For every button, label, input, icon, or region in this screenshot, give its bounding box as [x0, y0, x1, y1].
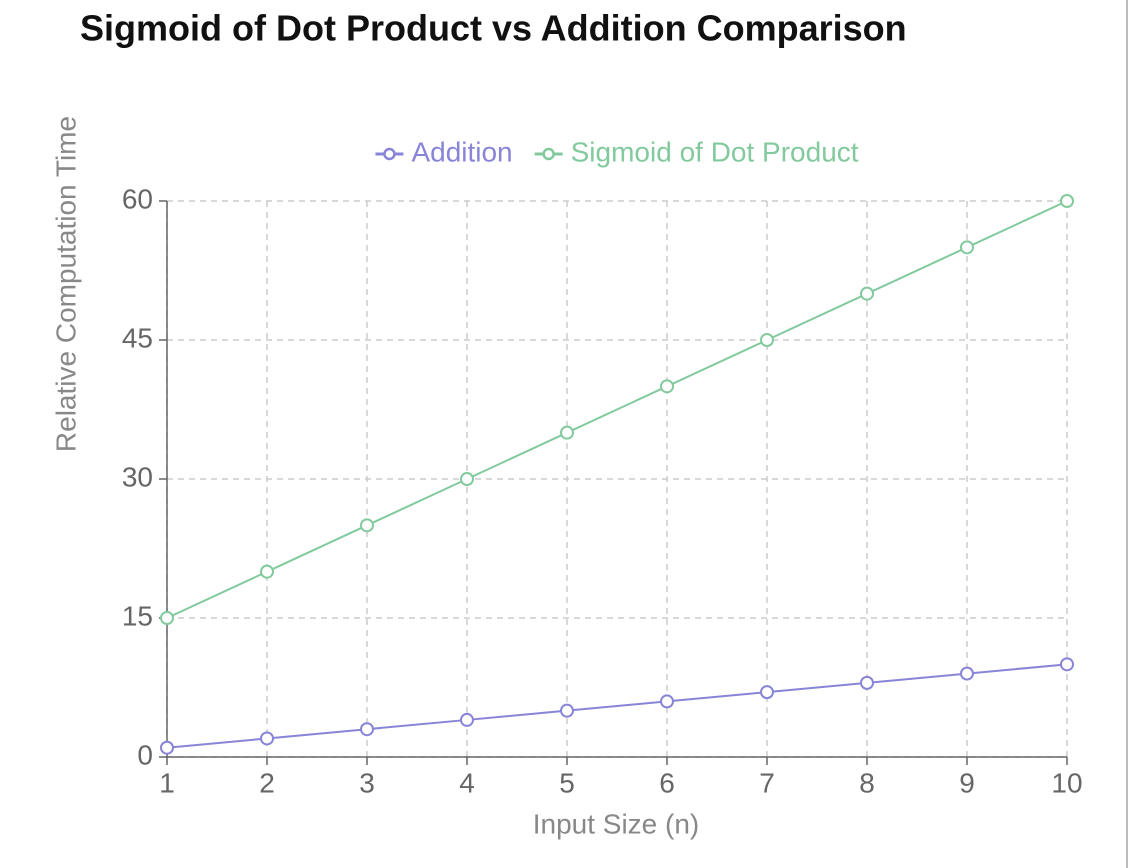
- legend-swatch-marker: [542, 147, 555, 161]
- data-point: [860, 286, 874, 301]
- legend-swatch-marker: [383, 147, 396, 161]
- data-point: [260, 731, 274, 746]
- data-point: [360, 722, 374, 737]
- x-tick-label: 7: [759, 767, 775, 798]
- x-tick-label: 4: [459, 767, 475, 798]
- data-point: [260, 564, 274, 579]
- y-tick-label: 0: [137, 739, 153, 770]
- chart-title: Sigmoid of Dot Product vs Addition Compa…: [80, 8, 907, 49]
- data-point: [660, 694, 674, 709]
- data-point: [860, 675, 874, 690]
- data-point: [560, 425, 574, 440]
- y-tick-label: 30: [122, 461, 153, 492]
- x-tick-label: 9: [959, 767, 975, 798]
- x-axis-label: Input Size (n): [533, 808, 700, 839]
- series-line: [166, 663, 1068, 749]
- data-point: [160, 611, 174, 625]
- legend-item: Addition: [375, 136, 513, 167]
- data-point: [1060, 194, 1074, 208]
- data-point: [560, 703, 574, 718]
- x-tick-label: 3: [359, 767, 375, 798]
- x-tick-label: 2: [259, 767, 275, 798]
- data-point: [460, 712, 474, 727]
- data-point: [460, 472, 474, 486]
- data-point: [1060, 657, 1074, 672]
- data-point: [160, 740, 174, 755]
- legend-item: Sigmoid of Dot Product: [534, 136, 859, 167]
- y-tick-label: 45: [122, 322, 153, 353]
- x-tick-label: 6: [659, 767, 675, 798]
- series-line: [166, 200, 1068, 619]
- x-tick-label: 10: [1051, 767, 1082, 798]
- x-tick-label: 8: [859, 767, 875, 798]
- y-tick-label: 15: [122, 600, 153, 631]
- data-point: [760, 685, 774, 700]
- legend-label: Sigmoid of Dot Product: [571, 136, 859, 167]
- grid: [166, 200, 1068, 758]
- data-point: [660, 379, 674, 394]
- y-axis-label: Relative Computation Time: [50, 116, 81, 452]
- data-point: [960, 666, 974, 681]
- data-point: [760, 333, 774, 347]
- data-point: [960, 240, 974, 255]
- x-tick-label: 1: [159, 767, 175, 798]
- legend-label: Addition: [411, 136, 512, 167]
- y-tick-label: 60: [122, 183, 153, 214]
- legend: Addition Sigmoid of Dot Product: [375, 136, 859, 167]
- data-point: [360, 518, 374, 533]
- x-tick-label: 5: [559, 767, 575, 798]
